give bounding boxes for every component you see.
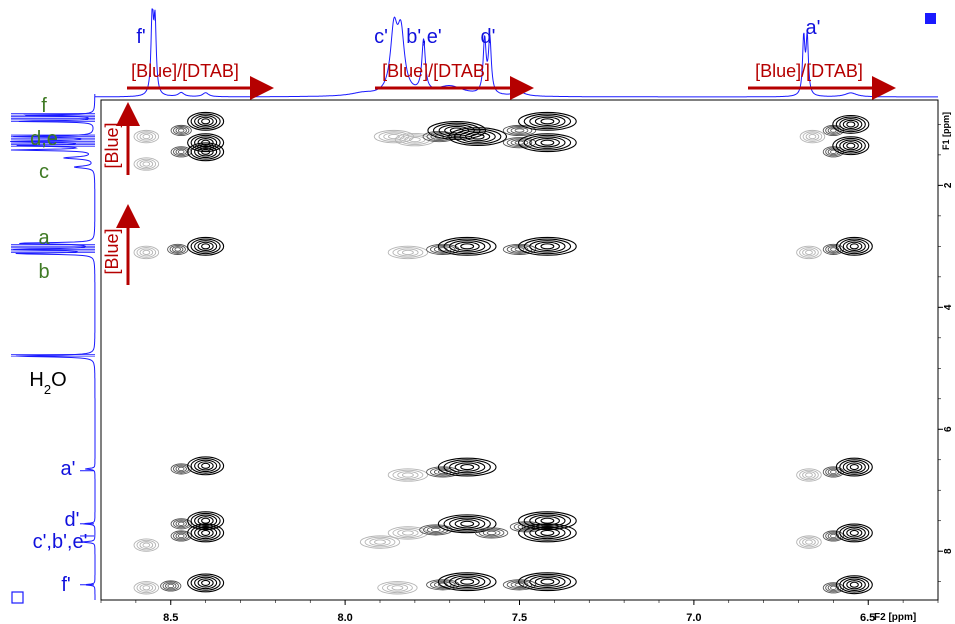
arrow-label: [Blue]/[DTAB] bbox=[382, 61, 490, 81]
cross-peak bbox=[518, 111, 577, 131]
arrow-annotation: [Blue]/[DTAB] bbox=[375, 61, 534, 100]
arrow-label: [Blue] bbox=[102, 228, 122, 274]
top-peak-label: a' bbox=[806, 17, 821, 39]
cross-peak bbox=[387, 245, 429, 260]
cross-peak bbox=[835, 236, 873, 256]
left-peak-label: a' bbox=[61, 458, 76, 480]
cross-peak bbox=[187, 523, 225, 543]
cross-peak bbox=[187, 142, 225, 162]
arrow-annotation: [Blue] bbox=[102, 204, 140, 285]
cross-peak bbox=[170, 518, 192, 530]
cross-peak bbox=[437, 236, 497, 256]
cross-peak bbox=[502, 124, 537, 137]
cross-peak bbox=[518, 133, 577, 153]
cross-peak bbox=[373, 129, 415, 144]
cross-peak bbox=[187, 111, 225, 131]
left-projection-trace bbox=[10, 94, 96, 600]
top-peak-label: d' bbox=[481, 26, 496, 48]
cross-peak bbox=[832, 136, 870, 156]
cross-peak bbox=[518, 511, 577, 531]
x-axis-label: F2 [ppm] bbox=[874, 612, 916, 623]
left-peak-label: f bbox=[41, 95, 47, 117]
cross-peak bbox=[835, 457, 873, 477]
x-tick-label: 8.5 bbox=[163, 612, 178, 624]
cross-peak bbox=[133, 581, 160, 595]
cross-peak bbox=[394, 132, 436, 147]
cross-peak bbox=[796, 535, 822, 549]
cross-peak bbox=[387, 468, 429, 482]
top-peak-label: b',e' bbox=[406, 26, 441, 48]
left-peak-label: H2O bbox=[29, 369, 66, 397]
cross-peak bbox=[474, 527, 509, 539]
cross-peak bbox=[518, 236, 577, 256]
arrow-annotation: [Blue]/[DTAB] bbox=[127, 61, 274, 100]
y-tick-label: 6 bbox=[943, 426, 954, 432]
left-peak-label: a bbox=[38, 227, 50, 249]
cross-peak bbox=[796, 245, 822, 260]
filled-square-icon bbox=[925, 13, 936, 24]
cross-peak bbox=[170, 124, 192, 137]
cross-peak bbox=[187, 456, 225, 476]
cross-peak bbox=[835, 523, 873, 543]
left-peak-label: d' bbox=[65, 509, 80, 531]
left-projection-spectrum bbox=[10, 94, 96, 600]
arrow-label: [Blue]/[DTAB] bbox=[755, 61, 863, 81]
cross-peak bbox=[187, 133, 225, 153]
left-peak-label: c',b',e' bbox=[33, 531, 88, 553]
left-peak-label: f' bbox=[61, 574, 70, 596]
x-tick-label: 6.5 bbox=[860, 612, 875, 624]
top-peak-label: f' bbox=[136, 26, 145, 48]
y-axis-label: F1 [ppm] bbox=[941, 112, 951, 150]
cross-peak bbox=[187, 511, 225, 531]
cross-peak bbox=[796, 468, 822, 482]
cross-peak bbox=[518, 523, 577, 543]
cross-peak bbox=[822, 582, 844, 594]
cross-peak bbox=[377, 581, 418, 595]
cross-peak bbox=[133, 245, 160, 260]
left-peak-label: b bbox=[38, 261, 49, 283]
arrow-label: [Blue] bbox=[102, 122, 122, 168]
cross-peak bbox=[170, 146, 192, 158]
cross-peak bbox=[448, 127, 508, 147]
x-tick-label: 7.5 bbox=[512, 612, 527, 624]
y-tick-label: 8 bbox=[943, 548, 954, 554]
left-peak-label: c bbox=[39, 161, 49, 183]
cross-peak bbox=[167, 243, 189, 255]
cross-peak bbox=[133, 129, 160, 144]
cross-peak bbox=[518, 572, 577, 592]
cross-peak bbox=[835, 575, 873, 595]
top-peak-label: c' bbox=[374, 26, 388, 48]
cross-peak bbox=[359, 535, 401, 549]
cross-peak bbox=[437, 457, 497, 477]
cross-peak bbox=[437, 514, 497, 534]
hollow-square-icon bbox=[11, 591, 24, 604]
cross-peak bbox=[133, 538, 160, 552]
x-tick-label: 7.0 bbox=[686, 612, 701, 624]
arrow-annotation: [Blue] bbox=[102, 102, 140, 175]
cross-peak bbox=[799, 129, 826, 144]
cross-peak bbox=[133, 157, 160, 171]
cross-peak bbox=[426, 579, 460, 591]
cross-peak bbox=[502, 137, 537, 149]
arrow-label: [Blue]/[DTAB] bbox=[131, 61, 239, 81]
cross-peak bbox=[437, 572, 497, 592]
y-tick-label: 2 bbox=[943, 182, 954, 188]
cross-peak bbox=[426, 243, 460, 255]
cross-peak bbox=[187, 573, 225, 593]
cross-peak bbox=[832, 114, 870, 134]
y-tick-label: 4 bbox=[943, 304, 954, 310]
left-peak-label: d,e bbox=[30, 128, 58, 150]
arrow-annotation: [Blue]/[DTAB] bbox=[748, 61, 896, 100]
cross-peak bbox=[160, 580, 182, 592]
cross-peak bbox=[187, 236, 225, 256]
x-tick-label: 8.0 bbox=[337, 612, 352, 624]
